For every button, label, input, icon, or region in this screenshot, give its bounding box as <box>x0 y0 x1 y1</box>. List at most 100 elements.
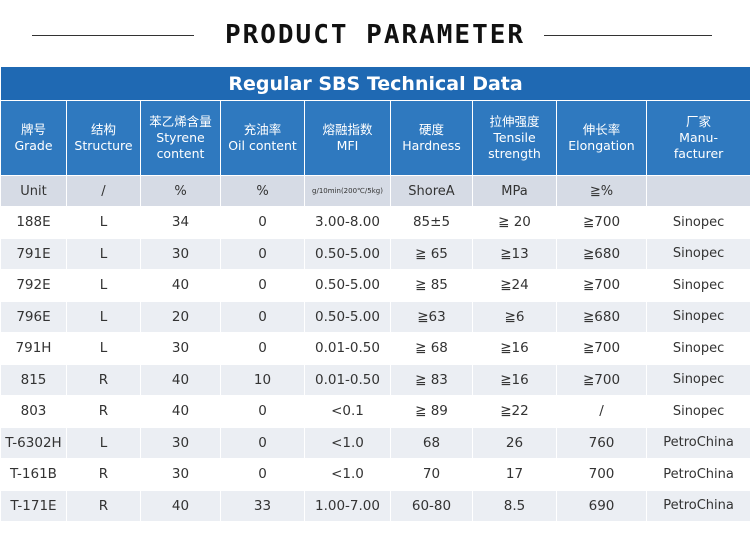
table-cell: PetroChina <box>645 458 750 491</box>
table-cell: 20 <box>140 300 221 333</box>
column-header-en1: Tensile <box>493 130 536 145</box>
unit-row: Unit /%% g/10min(200℃/5kg) ShoreA MPa ≧% <box>0 175 750 207</box>
table-cell: 60-80 <box>390 489 473 522</box>
table-cell: 0 <box>220 458 305 491</box>
table-row: 791H L 30 0 0.01-0.50 ≧ 68 ≧16 ≧700 Sinopec <box>0 332 750 365</box>
column-header: 伸长率 Elongation <box>556 100 647 176</box>
column-header-en1: MFI <box>336 138 359 153</box>
table-cell: R <box>66 363 141 396</box>
table-cell: ≧13 <box>472 237 557 270</box>
table-cell: L <box>66 206 141 239</box>
table-cell: 40 <box>140 269 221 302</box>
column-header: 结构 Structure <box>66 100 141 176</box>
column-header-en2: strength <box>488 146 541 161</box>
column-header-en1: Oil content <box>228 138 297 153</box>
column-header: 厂家 Manu-facturer <box>645 100 750 176</box>
table-cell: 796E <box>0 300 67 333</box>
column-header: 熔融指数 MFI <box>304 100 391 176</box>
table-cell: 700 <box>556 458 647 491</box>
table-cell: 68 <box>390 426 473 459</box>
column-header-en1: Hardness <box>402 138 461 153</box>
table-cell: ≧63 <box>390 300 473 333</box>
table-cell: 30 <box>140 237 221 270</box>
column-header-cn: 硬度 <box>418 122 444 137</box>
unit-cell: % <box>140 175 221 207</box>
unit-cell <box>645 175 750 207</box>
table-cell: 33 <box>220 489 305 522</box>
table-cell: ≧700 <box>556 332 647 365</box>
table-cell: 0.50-5.00 <box>304 269 391 302</box>
table-cell: 0 <box>220 269 305 302</box>
column-header-en1: Elongation <box>568 138 635 153</box>
table-row: T-6302H L 30 0 <1.0 68 26 760 PetroChina <box>0 426 750 459</box>
table-cell: <1.0 <box>304 426 391 459</box>
column-header: 充油率 Oil content <box>220 100 305 176</box>
column-header-cn: 伸长率 <box>582 122 621 137</box>
table-cell: Sinopec <box>645 206 750 239</box>
column-header: 苯乙烯含量 Styrene content <box>140 100 221 176</box>
table-cell: L <box>66 300 141 333</box>
unit-cell: MPa <box>472 175 557 207</box>
table-cell: 0.50-5.00 <box>304 237 391 270</box>
table-cell: T-161B <box>0 458 67 491</box>
column-header: 牌号 Grade <box>0 100 67 176</box>
table-cell: ≧24 <box>472 269 557 302</box>
table-cell: Sinopec <box>645 237 750 270</box>
table-row: 791E L 30 0 0.50-5.00 ≧ 65 ≧13 ≧680 Sinopec <box>0 237 750 270</box>
table-cell: 803 <box>0 395 67 428</box>
table-cell: 0 <box>220 300 305 333</box>
table-cell: 30 <box>140 426 221 459</box>
table-cell: <0.1 <box>304 395 391 428</box>
column-header-cn: 拉伸强度 <box>489 114 540 129</box>
table-cell: 0 <box>220 237 305 270</box>
table-cell: Sinopec <box>645 300 750 333</box>
unit-cell: % <box>220 175 305 207</box>
column-header-cn: 牌号 <box>20 122 46 137</box>
table-cell: 40 <box>140 489 221 522</box>
column-header-en1: Manu- <box>679 130 718 145</box>
table-cell: 85±5 <box>390 206 473 239</box>
table-cell: ≧ 85 <box>390 269 473 302</box>
table-cell: 70 <box>390 458 473 491</box>
table-row: 792E L 40 0 0.50-5.00 ≧ 85 ≧24 ≧700 Sinopec <box>0 269 750 302</box>
column-header-en2: facturer <box>673 146 724 161</box>
table-cell: 8.5 <box>472 489 557 522</box>
page-heading: PRODUCT PARAMETER <box>0 0 750 66</box>
table-cell: R <box>66 458 141 491</box>
unit-cell: / <box>66 175 141 207</box>
table-cell: ≧16 <box>472 363 557 396</box>
column-header-en1: Styrene <box>156 130 205 145</box>
page-title: PRODUCT PARAMETER <box>224 20 526 50</box>
table-cell: PetroChina <box>645 426 750 459</box>
table-cell: Sinopec <box>645 395 750 428</box>
table-banner: Regular SBS Technical Data <box>0 66 750 101</box>
table-cell: 1.00-7.00 <box>304 489 391 522</box>
table-cell: L <box>66 426 141 459</box>
table-cell: ≧700 <box>556 269 647 302</box>
table-cell: 791H <box>0 332 67 365</box>
table-cell: ≧ 89 <box>390 395 473 428</box>
table-row: 796E L 20 0 0.50-5.00 ≧63 ≧6 ≧680 Sinopec <box>0 300 750 333</box>
table-cell: ≧700 <box>556 363 647 396</box>
table-cell: 690 <box>556 489 647 522</box>
table-row: T-171E R 40 33 1.00-7.00 60-80 8.5 690 PetroChin… <box>0 489 750 522</box>
table-cell: 792E <box>0 269 67 302</box>
table-cell: 30 <box>140 458 221 491</box>
table-cell: 40 <box>140 363 221 396</box>
table-cell: 0 <box>220 426 305 459</box>
unit-cell: ShoreA <box>390 175 473 207</box>
table-cell: 0 <box>220 206 305 239</box>
table-cell: ≧ 20 <box>472 206 557 239</box>
table-cell: Sinopec <box>645 332 750 365</box>
column-header-en1: Grade <box>14 138 53 153</box>
table-cell: R <box>66 395 141 428</box>
column-header-cn: 结构 <box>90 122 116 137</box>
table-cell: ≧ 83 <box>390 363 473 396</box>
column-header-en2: content <box>156 146 205 161</box>
table-cell: 0 <box>220 332 305 365</box>
table-cell: 3.00-8.00 <box>304 206 391 239</box>
table-cell: PetroChina <box>645 489 750 522</box>
table-cell: T-171E <box>0 489 67 522</box>
unit-cell: ≧% <box>556 175 647 207</box>
table-cell: 815 <box>0 363 67 396</box>
